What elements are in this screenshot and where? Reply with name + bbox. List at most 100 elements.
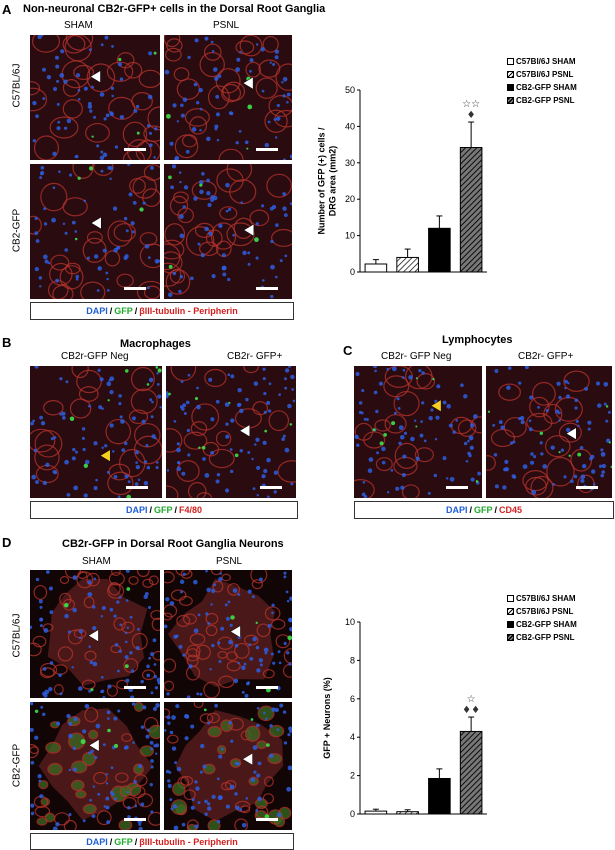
legend-item: CB2-GFP PSNL [507,631,577,644]
panel-a-row-label-cb2gfp: CB2-GFP [11,208,23,253]
bar-2 [428,227,451,273]
y-axis-label: GFP + Neurons (%) [322,677,332,759]
micrograph-d-c57-sham [30,570,160,698]
significance-marker: ♦ [467,110,476,121]
legend-item: CB2-GFP SHAM [507,618,577,631]
panel-c-stain-legend: DAPI / GFP / CD45 [354,501,614,519]
legend-item: C57Bl/6J SHAM [507,592,577,605]
panel-a-col-label-sham: SHAM [64,20,93,31]
panel-a-col-label-psnl: PSNL [213,20,240,31]
y-tick-label: 0 [350,809,355,819]
panel-b-stain-legend: DAPI / GFP / F4/80 [30,501,298,519]
stain-dapi: DAPI [445,505,468,515]
y-tick-label: 0 [350,267,355,277]
panel-c-col-label-neg: CB2r- GFP Neg [381,351,452,362]
legend-label: CB2-GFP SHAM [516,620,577,629]
legend-label: CB2-GFP PSNL [516,633,575,642]
micrograph-c-neg [354,366,482,498]
panel-letter-a: A [2,2,12,17]
significance-marker: ♦♦ [462,705,480,716]
panel-d-row-label-cb2gfp: CB2-GFP [11,743,23,788]
panel-d-stain-legend: DAPI / GFP / βIII-tubulin - Peripherin [30,833,294,850]
panel-a-row-label-c57: C57BL/6J [11,63,23,108]
stain-dapi: DAPI [86,836,108,847]
micrograph-a-cb2-psnl [164,164,292,299]
chart-d-legend: C57Bl/6J SHAM C57Bl/6J PSNL CB2-GFP SHAM… [507,592,577,644]
stain-marker: F4/80 [179,505,203,515]
y-tick-label: 30 [345,158,355,168]
y-tick-label: 10 [345,617,355,627]
legend-swatch [507,621,514,628]
legend-item: CB2-GFP SHAM [507,81,577,94]
panel-d-title: CB2r-GFP in Dorsal Root Ganglia Neurons [62,538,284,550]
stain-sep: / [469,505,472,515]
bar-3 [459,730,483,815]
panel-b-col-label-pos: CB2r- GFP+ [227,351,283,362]
panel-letter-d: D [2,535,12,550]
stain-gfp: GFP [114,836,133,847]
micrograph-a-c57-psnl [164,35,292,160]
bar-3 [459,147,483,273]
bar-1 [396,256,419,273]
y-tick-label: 20 [345,194,355,204]
micrograph-d-c57-psnl [164,570,292,698]
legend-item: C57Bl/6J SHAM [507,55,577,68]
legend-swatch [507,634,514,641]
legend-label: C57Bl/6J SHAM [516,57,576,66]
stain-gfp: GFP [473,505,493,515]
micrograph-d-cb2-sham [30,702,160,830]
chart-a-svg: 0 10 20 30 40 50 Number of GFP (+) cells / DRG … [317,85,487,277]
bar-2 [428,777,451,815]
panel-c-title: Lymphocytes [442,334,513,346]
stain-marker: βIII-tubulin - Peripherin [139,836,238,847]
stain-sep: / [109,306,113,316]
bar-0 [364,810,388,815]
stain-dapi: DAPI [86,306,108,316]
legend-item: C57Bl/6J PSNL [507,68,577,81]
legend-item: C57Bl/6J PSNL [507,605,577,618]
micrograph-a-c57-sham [30,35,160,160]
panel-a-stain-legend: DAPI / GFP / βIII-tubulin - Peripherin [30,302,294,320]
stain-gfp: GFP [114,306,133,316]
y-axis-label: DRG area (mm2) [328,146,338,217]
chart-d-svg: 0 2 4 6 8 10 GFP + Neurons (%) ♦♦☆ [322,617,487,819]
micrograph-c-pos [486,366,612,498]
significance-marker: ☆ [467,694,476,705]
legend-swatch [507,608,514,615]
legend-swatch [507,58,514,65]
micrograph-a-cb2-sham [30,164,160,299]
legend-swatch [507,595,514,602]
panel-letter-c: C [343,343,353,358]
y-tick-label: 4 [350,732,355,742]
stain-sep: / [174,505,178,515]
panel-c-col-label-pos: CB2r- GFP+ [518,351,574,362]
panel-b-title: Macrophages [120,338,191,350]
y-tick-label: 8 [350,655,355,665]
stain-sep: / [134,306,138,316]
legend-swatch [507,97,514,104]
stain-gfp: GFP [153,505,173,515]
legend-label: C57Bl/6J SHAM [516,594,576,603]
legend-label: C57Bl/6J PSNL [516,70,574,79]
legend-swatch [507,84,514,91]
legend-label: CB2-GFP PSNL [516,96,575,105]
y-tick-label: 50 [345,85,355,95]
panel-letter-b: B [2,335,12,350]
panel-d-row-label-c57: C57BL/6J [11,613,23,658]
panel-a-title: Non-neuronal CB2r-GFP+ cells in the Dors… [23,3,326,15]
panel-d-col-label-sham: SHAM [82,556,111,567]
y-axis-label: Number of GFP (+) cells / [317,127,327,235]
stain-sep: / [109,836,113,847]
micrograph-b-neg [30,366,162,498]
chart-a-legend: C57Bl/6J SHAM C57Bl/6J PSNL CB2-GFP SHAM… [507,55,577,107]
legend-label: C57Bl/6J PSNL [516,607,574,616]
significance-marker: ☆☆ [462,99,480,110]
chart-a: 0 10 20 30 40 50 Number of GFP (+) cells / DRG … [312,80,497,290]
stain-dapi: DAPI [125,505,148,515]
bar-0 [364,263,388,273]
stain-sep: / [134,836,138,847]
legend-swatch [507,71,514,78]
y-tick-label: 6 [350,694,355,704]
bar-1 [396,811,419,815]
micrograph-b-pos [166,366,296,498]
